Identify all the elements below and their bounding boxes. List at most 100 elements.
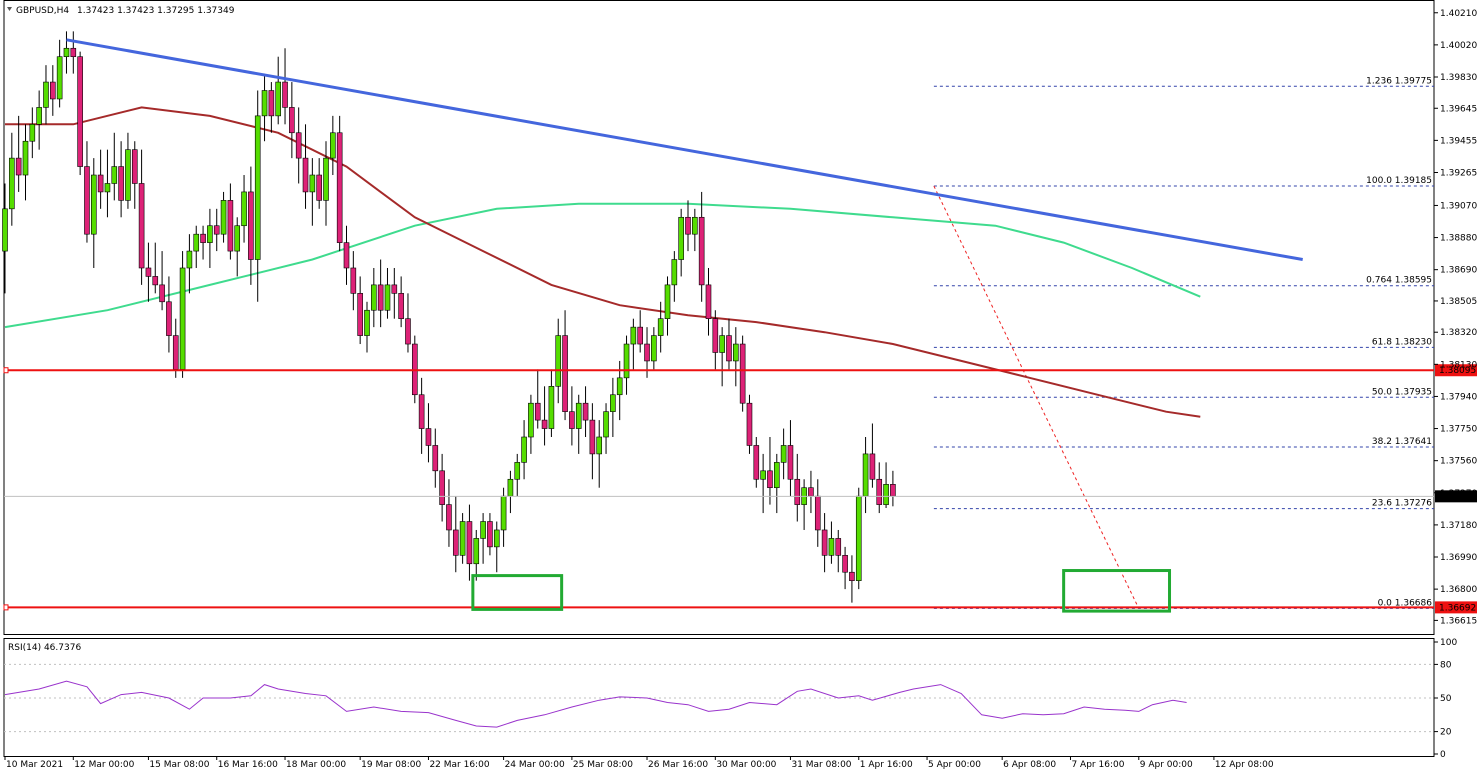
candle-bear [712,318,719,353]
level-price-tag [1435,364,1477,377]
candle-bull [125,149,131,201]
candle-bull [56,56,63,100]
candle-bear [70,47,77,58]
fib-level-label: 23.6 1.37276 [1372,499,1432,509]
candle-bear [808,487,814,497]
rsi-y-tick-label: 50 [1440,694,1452,704]
candle-bull [29,124,36,142]
candle-bear [685,216,691,235]
rsi-y-tick-label: 0 [1440,750,1446,760]
candle-bear [466,521,473,565]
candle-bull [692,216,698,235]
candle-bull [528,402,534,438]
candle-bull [254,115,261,260]
x-tick-label: 24 Mar 00:00 [505,760,565,770]
candle-bull [309,174,316,193]
candle-bull [480,521,486,539]
candle-bear [302,157,309,193]
candle-bull [364,309,370,336]
fib-trend-line [933,185,1140,609]
candle-bear [644,343,650,362]
candle-bull [43,81,49,108]
price-pane-frame [3,0,1435,635]
candle-bear [534,402,541,421]
candle-bear [138,183,145,269]
candle-bull [459,521,466,556]
candle-bear [418,394,425,429]
candle-bear [637,326,643,345]
x-tick-label: 5 Apr 00:00 [928,760,981,770]
candle-bear [425,428,432,446]
y-tick-label: 1.39830 [1440,73,1477,83]
y-tick-label: 1.40210 [1440,9,1477,19]
candle-bull [828,538,835,556]
candle-bull [548,385,555,429]
candle-bull [384,284,391,311]
x-tick-label: 1 Apr 16:00 [860,760,913,770]
candle-bull [733,343,739,362]
candle-bear [227,200,234,252]
candle-bear [705,284,712,319]
candle-bear [767,470,773,489]
candle-bear [97,174,104,193]
y-tick-label: 1.37370 [1440,489,1477,499]
y-tick-label: 1.38505 [1440,297,1477,307]
rsi-line [4,680,1187,728]
y-tick-label: 1.37180 [1440,521,1477,531]
candle-bull [671,259,678,286]
rsi-label: RSI(14) 46.7376 [8,643,81,653]
candle-bull [760,470,766,480]
fib-level-label: 61.8 1.38230 [1372,337,1432,347]
x-tick-label: 26 Mar 16:00 [648,760,708,770]
candle-bull [9,157,15,210]
candle-bear [739,343,746,404]
candle-bear [377,284,384,311]
candle-bull [651,335,657,362]
candle-bear [562,335,568,412]
candle-bear [200,233,206,243]
candle-bear [432,445,439,472]
current-price-label: 1.37349 [1439,492,1476,502]
candle-bull [664,284,671,319]
candle-bear [890,484,896,497]
candle-bull [596,436,603,455]
candle-bull [555,335,562,387]
candle-bull [234,225,241,252]
x-tick-label: 16 Mar 16:00 [218,760,278,770]
candle-bull [179,267,186,370]
x-tick-label: 7 Apr 16:00 [1071,760,1124,770]
fib-level-label: 38.2 1.37641 [1372,437,1432,447]
candle-bull [493,529,500,548]
candle-bull [507,478,514,497]
candle-bear [814,495,821,531]
candle-bull [780,445,787,463]
candle-bear [77,56,83,167]
candle-bull [883,484,889,505]
candle-bear [50,81,56,100]
candle-bull [63,47,70,58]
candle-bear [84,166,90,235]
candle-bull [36,107,42,125]
candle-bear [835,538,842,556]
candle-bear [131,149,138,184]
rsi-y-tick-label: 20 [1440,728,1452,738]
candle-bear [118,166,124,201]
candle-bull [855,495,862,581]
candle-bull [2,208,8,252]
x-tick-label: 9 Apr 00:00 [1140,760,1193,770]
y-tick-label: 1.36990 [1440,553,1477,563]
candle-bull [500,495,507,531]
candle-bull [657,318,664,336]
fib-level-label: 0.764 1.38595 [1366,276,1432,286]
candle-bear [446,504,452,531]
fib-level-label: 1.236 1.39775 [1366,76,1432,86]
candle-bull [773,462,780,489]
candle-bear [159,284,165,303]
candle-bull [275,81,282,117]
x-tick-label: 12 Mar 00:00 [74,760,134,770]
candle-bear [589,419,596,455]
candle-bear [336,132,343,243]
candle-bear [316,174,322,201]
